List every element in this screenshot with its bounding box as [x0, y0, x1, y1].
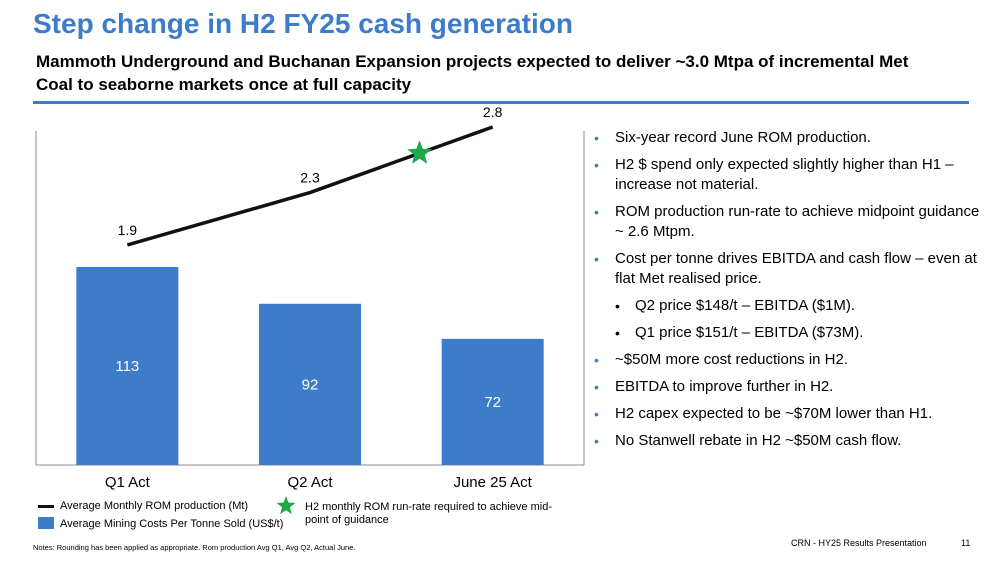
bar-value-label: 113 — [115, 358, 139, 375]
bullet-list: • Six-year record June ROM production. • H2… — [594, 128, 984, 458]
x-tick-label: June 25 Act — [453, 474, 532, 491]
sub-bullet-item: • Q2 price $148/t – EBITDA ($1M). — [594, 296, 984, 316]
bullet-item: • EBITDA to improve further in H2. — [594, 377, 984, 397]
bullet-marker: • — [594, 130, 599, 146]
bullet-text: ~$50M more cost reductions in H2. — [615, 351, 849, 368]
bullet-item: • H2 $ spend only expected slightly highe… — [594, 155, 984, 195]
bullet-text: H2 capex expected to be ~$70M lower than… — [615, 405, 933, 422]
bullet-marker: • — [594, 204, 599, 220]
line-value-label: 1.9 — [118, 222, 138, 238]
bullet-item: • H2 capex expected to be ~$70M lower tha… — [594, 404, 984, 424]
legend-bar-label: Average Mining Costs Per Tonne Sold (US$… — [60, 518, 284, 530]
legend-star-label: H2 monthly ROM run-rate required to achi… — [305, 501, 552, 526]
guidance-star-icon — [407, 140, 432, 164]
page-title: Step change in H2 FY25 cash generation — [33, 8, 573, 39]
bullet-text: ROM production run-rate to achieve midpo… — [615, 203, 980, 240]
bar-value-label: 92 — [302, 376, 319, 393]
bullet-item: • Cost per tonne drives EBITDA and cash f… — [594, 249, 984, 289]
legend-star-icon — [276, 496, 296, 515]
bullet-text: Q2 price $148/t – EBITDA ($1M). — [635, 297, 856, 314]
legend-line-label: Average Monthly ROM production (Mt) — [60, 500, 249, 512]
legend-line-swatch — [38, 505, 54, 508]
footer-presentation-name: CRN - HY25 Results Presentation — [791, 538, 927, 548]
line-value-label: 2.8 — [483, 104, 503, 120]
footnote: Notes: Rounding has been applied as appr… — [33, 543, 356, 552]
bullet-text: Q1 price $151/t – EBITDA ($73M). — [635, 324, 864, 341]
bullet-marker: • — [615, 325, 620, 341]
bullet-item: • ~$50M more cost reductions in H2. — [594, 350, 984, 370]
bullet-marker: • — [594, 352, 599, 368]
line-value-label: 2.3 — [300, 170, 320, 186]
bullet-marker: • — [594, 379, 599, 395]
bullet-marker: • — [594, 251, 599, 267]
bullet-text: EBITDA to improve further in H2. — [615, 378, 834, 395]
bullet-text: No Stanwell rebate in H2 ~$50M cash flow… — [615, 432, 902, 449]
x-tick-label: Q1 Act — [105, 474, 151, 491]
bullet-item: • ROM production run-rate to achieve midp… — [594, 202, 984, 242]
bar — [76, 267, 179, 465]
bullet-marker: • — [594, 406, 599, 422]
bullet-marker: • — [594, 433, 599, 449]
bullet-text: Cost per tonne drives EBITDA and cash fl… — [615, 250, 977, 287]
bar — [441, 338, 544, 465]
sub-bullet-item: • Q1 price $151/t – EBITDA ($73M). — [594, 323, 984, 343]
page-number: 11 — [961, 538, 971, 548]
legend-bar-swatch — [38, 517, 54, 529]
bar-value-label: 72 — [484, 394, 501, 411]
bullet-text: Six-year record June ROM production. — [615, 129, 871, 146]
bullet-item: • No Stanwell rebate in H2 ~$50M cash flo… — [594, 431, 984, 451]
title-divider — [33, 101, 969, 104]
bar — [259, 303, 361, 465]
x-tick-label: Q2 Act — [287, 474, 333, 491]
rom-production-line — [126, 125, 494, 247]
page-subtitle: Mammoth Underground and Buchanan Expansi… — [36, 52, 909, 94]
bullet-marker: • — [594, 157, 599, 173]
bullet-text: H2 $ spend only expected slightly higher… — [615, 156, 954, 193]
bullet-item: • Six-year record June ROM production. — [594, 128, 984, 148]
bullet-marker: • — [615, 298, 620, 314]
